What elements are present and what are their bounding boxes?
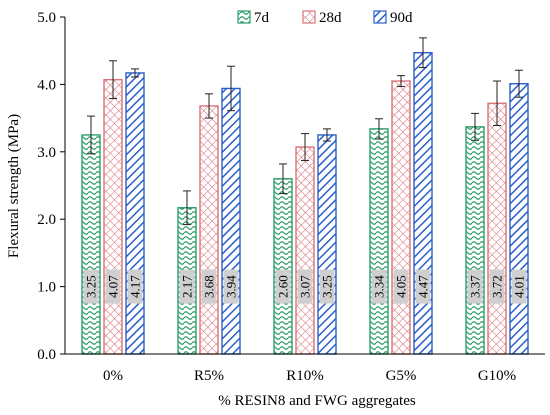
bar-7d-0%	[81, 134, 101, 355]
x-axis: 0% R5% R10% G5% G10%	[65, 353, 545, 384]
x-axis-title: % RESIN8 and FWG aggregates	[218, 393, 416, 409]
bar-7d-G5%	[369, 128, 389, 355]
y-axis-title: Flexural strength (MPa)	[6, 114, 22, 258]
bar-28d-R5%	[199, 105, 219, 355]
data-label-box	[415, 269, 431, 304]
data-label: 4.05	[394, 275, 409, 298]
bar-90d-R5%	[221, 87, 241, 355]
data-label-box	[179, 269, 195, 304]
data-label-box	[201, 269, 217, 304]
data-label: 3.25	[320, 275, 335, 298]
bar-90d-0%	[125, 72, 145, 355]
x-tick-label: 0%	[103, 368, 123, 384]
x-tick-label: G10%	[478, 368, 516, 384]
data-label-box	[83, 269, 99, 304]
bar-28d-G5%	[391, 80, 411, 355]
data-label: 3.07	[298, 275, 313, 298]
y-tick-label: 5.0	[37, 10, 56, 26]
data-label-box	[393, 269, 409, 304]
data-label-box	[275, 269, 291, 304]
legend-swatch-90d	[373, 10, 387, 24]
legend: 7d 28d 90d	[237, 10, 413, 26]
y-tick-label: 0.0	[37, 347, 56, 363]
data-label-box	[511, 269, 527, 304]
data-label-box	[467, 269, 483, 304]
data-label: 3.25	[84, 275, 99, 298]
legend-label-7d: 7d	[254, 10, 270, 26]
data-label: 4.07	[106, 275, 121, 298]
data-label: 3.72	[490, 275, 505, 298]
y-tick-label: 1.0	[37, 280, 56, 296]
bar-28d-0%	[103, 78, 123, 355]
plot-area: 3.25 4.07 4.17 2.17 3.68 3.94 2.60 3.07 3.25 3.34…	[81, 37, 529, 355]
data-label: 3.68	[202, 275, 217, 298]
x-tick-label: R5%	[194, 368, 224, 384]
data-label: 4.47	[416, 275, 431, 298]
legend-swatch-7d	[237, 10, 251, 24]
y-axis: 0.0 1.0 2.0 3.0 4.0 5.0	[37, 10, 66, 363]
y-tick-label: 2.0	[37, 212, 56, 228]
bar-90d-G10%	[509, 83, 529, 355]
x-tick-label: G5%	[386, 368, 417, 384]
y-tick-label: 4.0	[37, 77, 56, 93]
data-label: 2.60	[276, 275, 291, 298]
bar-28d-G10%	[487, 102, 507, 355]
data-label-box	[127, 269, 143, 304]
data-label: 3.94	[224, 275, 239, 298]
x-tick-label: R10%	[286, 368, 324, 384]
bar-28d-R10%	[295, 146, 315, 355]
data-label: 4.17	[128, 275, 143, 298]
data-label: 2.17	[180, 275, 195, 298]
bar-90d-G5%	[413, 52, 433, 355]
data-label: 4.01	[512, 275, 527, 298]
data-label: 3.37	[468, 275, 483, 298]
legend-label-28d: 28d	[319, 10, 342, 26]
bar-90d-R10%	[317, 134, 337, 355]
data-label-box	[371, 269, 387, 304]
legend-swatch-28d	[302, 10, 316, 24]
legend-label-90d: 90d	[390, 10, 413, 26]
data-label-box	[105, 269, 121, 304]
data-label-box	[297, 269, 313, 304]
data-label-box	[489, 269, 505, 304]
data-label: 3.34	[372, 275, 387, 298]
bar-7d-R10%	[273, 178, 293, 355]
y-tick-label: 3.0	[37, 145, 56, 161]
data-label-box	[319, 269, 335, 304]
data-label-box	[223, 269, 239, 304]
bar-7d-G10%	[465, 126, 485, 355]
